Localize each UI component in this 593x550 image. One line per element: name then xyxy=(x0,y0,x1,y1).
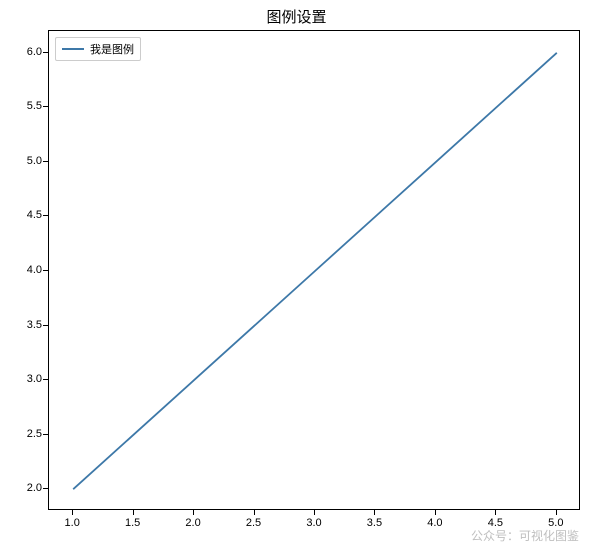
x-tick-mark xyxy=(374,510,375,515)
y-tick-mark xyxy=(43,52,48,53)
y-tick-label: 2.5 xyxy=(18,428,42,440)
y-tick-mark xyxy=(43,270,48,271)
x-tick-label: 2.0 xyxy=(185,517,200,529)
x-tick-mark xyxy=(72,510,73,515)
x-tick-mark xyxy=(133,510,134,515)
series-line xyxy=(73,53,557,489)
legend-swatch xyxy=(62,48,84,50)
y-tick-mark xyxy=(43,434,48,435)
y-tick-label: 2.0 xyxy=(18,482,42,494)
legend: 我是图例 xyxy=(55,37,141,61)
x-tick-label: 4.5 xyxy=(488,517,503,529)
x-tick-label: 1.0 xyxy=(65,517,80,529)
y-tick-mark xyxy=(43,325,48,326)
watermark-text: 公众号：可视化图鉴 xyxy=(471,527,579,544)
y-tick-label: 4.0 xyxy=(18,264,42,276)
x-tick-label: 1.5 xyxy=(125,517,140,529)
chart-title: 图例设置 xyxy=(0,6,593,27)
x-tick-label: 4.0 xyxy=(427,517,442,529)
plot-area: 我是图例 xyxy=(48,30,580,510)
legend-label: 我是图例 xyxy=(90,41,134,57)
y-tick-label: 3.5 xyxy=(18,319,42,331)
y-tick-label: 5.0 xyxy=(18,155,42,167)
y-tick-mark xyxy=(43,379,48,380)
y-tick-mark xyxy=(43,488,48,489)
y-tick-label: 4.5 xyxy=(18,209,42,221)
y-tick-mark xyxy=(43,161,48,162)
y-tick-label: 6.0 xyxy=(18,46,42,58)
x-tick-mark xyxy=(254,510,255,515)
x-tick-label: 5.0 xyxy=(548,517,563,529)
x-tick-mark xyxy=(556,510,557,515)
line-series-svg xyxy=(49,31,581,511)
x-tick-label: 2.5 xyxy=(246,517,261,529)
x-tick-mark xyxy=(435,510,436,515)
y-tick-mark xyxy=(43,215,48,216)
x-tick-label: 3.5 xyxy=(367,517,382,529)
chart-container: 图例设置 我是图例 公众号：可视化图鉴 1.0 1.5 2.0 2.5 3.0 3.5 4.… xyxy=(0,0,593,550)
x-tick-label: 3.0 xyxy=(306,517,321,529)
y-tick-mark xyxy=(43,106,48,107)
y-tick-label: 3.0 xyxy=(18,373,42,385)
x-tick-mark xyxy=(193,510,194,515)
x-tick-mark xyxy=(495,510,496,515)
x-tick-mark xyxy=(314,510,315,515)
y-tick-label: 5.5 xyxy=(18,100,42,112)
